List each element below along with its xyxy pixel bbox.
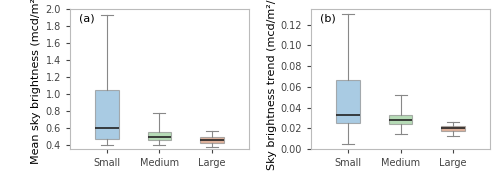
PathPatch shape [442, 126, 465, 130]
PathPatch shape [200, 136, 224, 143]
PathPatch shape [95, 90, 118, 139]
PathPatch shape [148, 132, 171, 140]
Text: (a): (a) [79, 13, 94, 23]
Text: (b): (b) [320, 13, 336, 23]
Y-axis label: Sky brightness trend (mcd/m²/a): Sky brightness trend (mcd/m²/a) [266, 0, 276, 170]
PathPatch shape [336, 80, 360, 123]
Y-axis label: Mean sky brightness (mcd/m²): Mean sky brightness (mcd/m²) [32, 0, 42, 164]
PathPatch shape [389, 115, 412, 124]
